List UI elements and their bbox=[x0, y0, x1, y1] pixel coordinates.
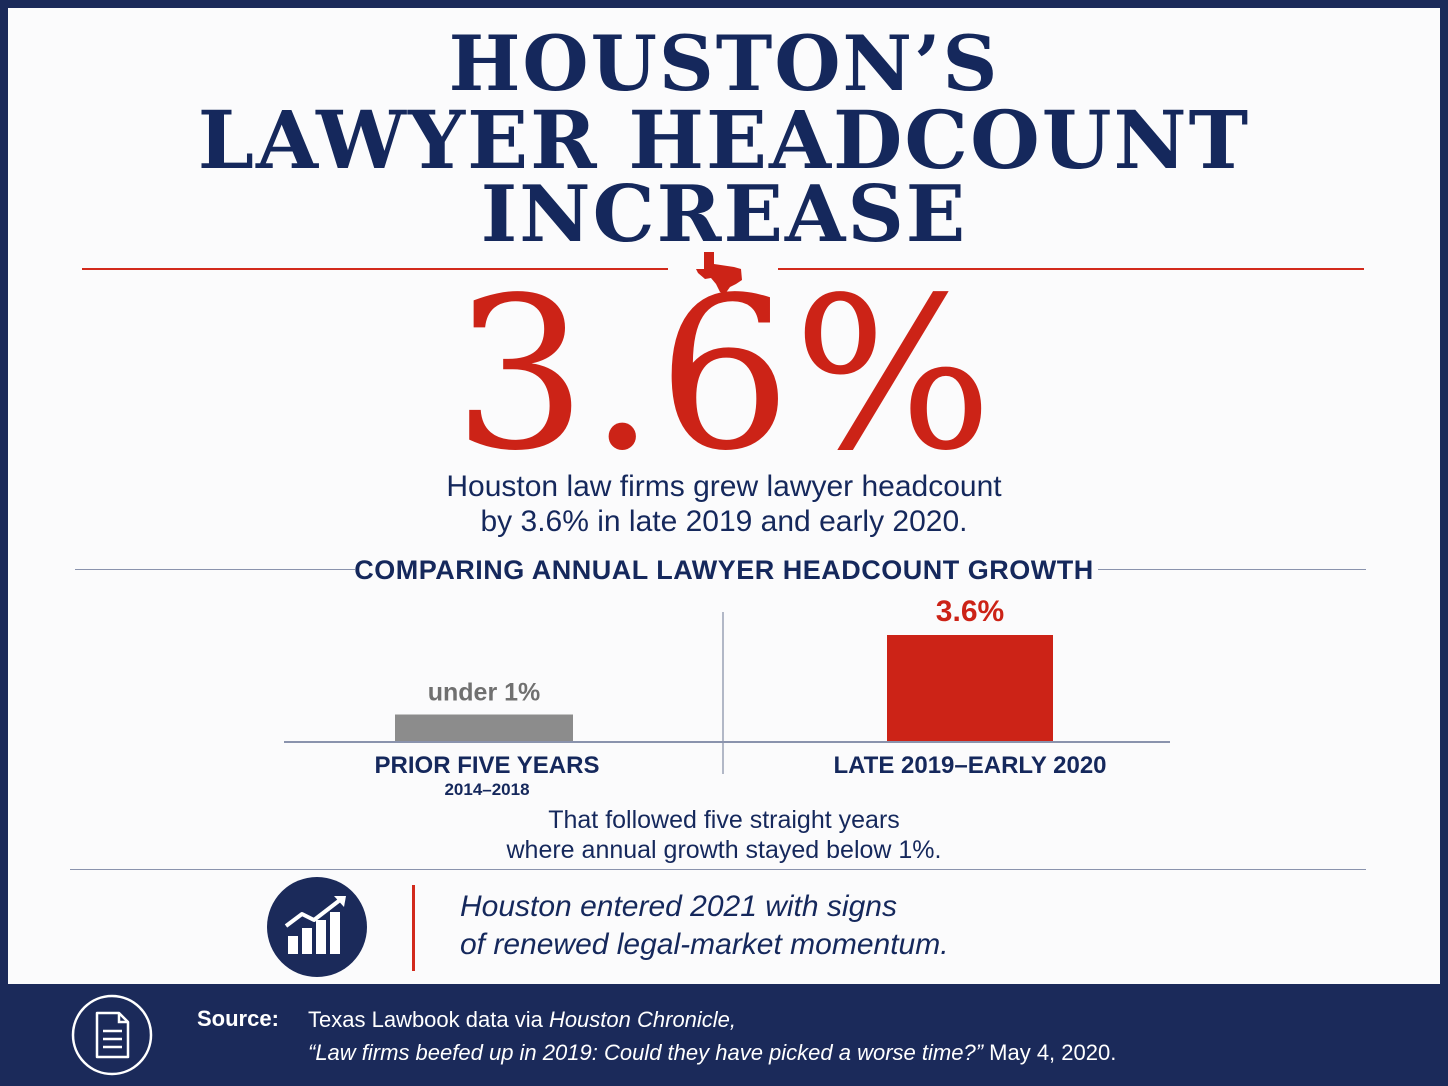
section-rule-left bbox=[75, 569, 355, 570]
followup-line-2: where annual growth stayed below 1%. bbox=[506, 836, 942, 864]
bottom-divider bbox=[70, 869, 1366, 870]
headline-percentage: 3.6% bbox=[453, 252, 995, 497]
document-icon bbox=[71, 994, 153, 1076]
title-line-1: HOUSTON’S bbox=[448, 19, 1000, 108]
category-label-1: PRIOR FIVE YEARS bbox=[375, 752, 600, 779]
bar-2 bbox=[887, 635, 1053, 741]
section-rule-right bbox=[1098, 569, 1366, 570]
category-sublabel-1: 2014–2018 bbox=[444, 780, 529, 799]
source-footer bbox=[0, 984, 1448, 1086]
title-divider-left bbox=[82, 268, 668, 270]
headline-description-line-1: Houston law firms grew lawyer headcount bbox=[446, 470, 1002, 503]
momentum-accent-bar bbox=[412, 885, 415, 971]
source-line-1: Texas Lawbook data via Houston Chronicle… bbox=[308, 1007, 736, 1033]
momentum-line-1: Houston entered 2021 with signs bbox=[460, 890, 897, 923]
bar-value-label-1: under 1% bbox=[428, 679, 541, 707]
category-label-2: LATE 2019–EARLY 2020 bbox=[833, 752, 1106, 779]
infographic-card bbox=[8, 8, 1440, 984]
source-label: Source: bbox=[197, 1006, 279, 1031]
title-line-2: LAWYER HEADCOUNT bbox=[197, 93, 1251, 187]
headline-description-line-2: by 3.6% in late 2019 and early 2020. bbox=[480, 505, 968, 538]
momentum-text: Houston entered 2021 with signs of renew… bbox=[460, 888, 949, 963]
title-line-3: INCREASE bbox=[480, 169, 968, 260]
bar-value-label-2: 3.6% bbox=[936, 595, 1004, 628]
bar-chart-growth-icon bbox=[267, 877, 367, 977]
source-publication: Houston Chronicle, bbox=[548, 1007, 737, 1032]
source-publisher: Texas Lawbook data via bbox=[308, 1007, 549, 1032]
bar-1 bbox=[395, 714, 573, 741]
texas-map-icon bbox=[696, 252, 742, 294]
momentum-line-2: of renewed legal-market momentum. bbox=[460, 927, 949, 961]
followup-line-1: That followed five straight years bbox=[548, 806, 900, 834]
source-line-2: “Law firms beefed up in 2019: Could they… bbox=[308, 1040, 1116, 1066]
source-date: May 4, 2020. bbox=[983, 1040, 1117, 1065]
title-divider-right bbox=[778, 268, 1364, 270]
source-article-title: “Law firms beefed up in 2019: Could they… bbox=[308, 1040, 984, 1065]
followup-text: That followed five straight years where … bbox=[0, 805, 1448, 865]
chart-title: COMPARING ANNUAL LAWYER HEADCOUNT GROWTH bbox=[354, 555, 1094, 585]
